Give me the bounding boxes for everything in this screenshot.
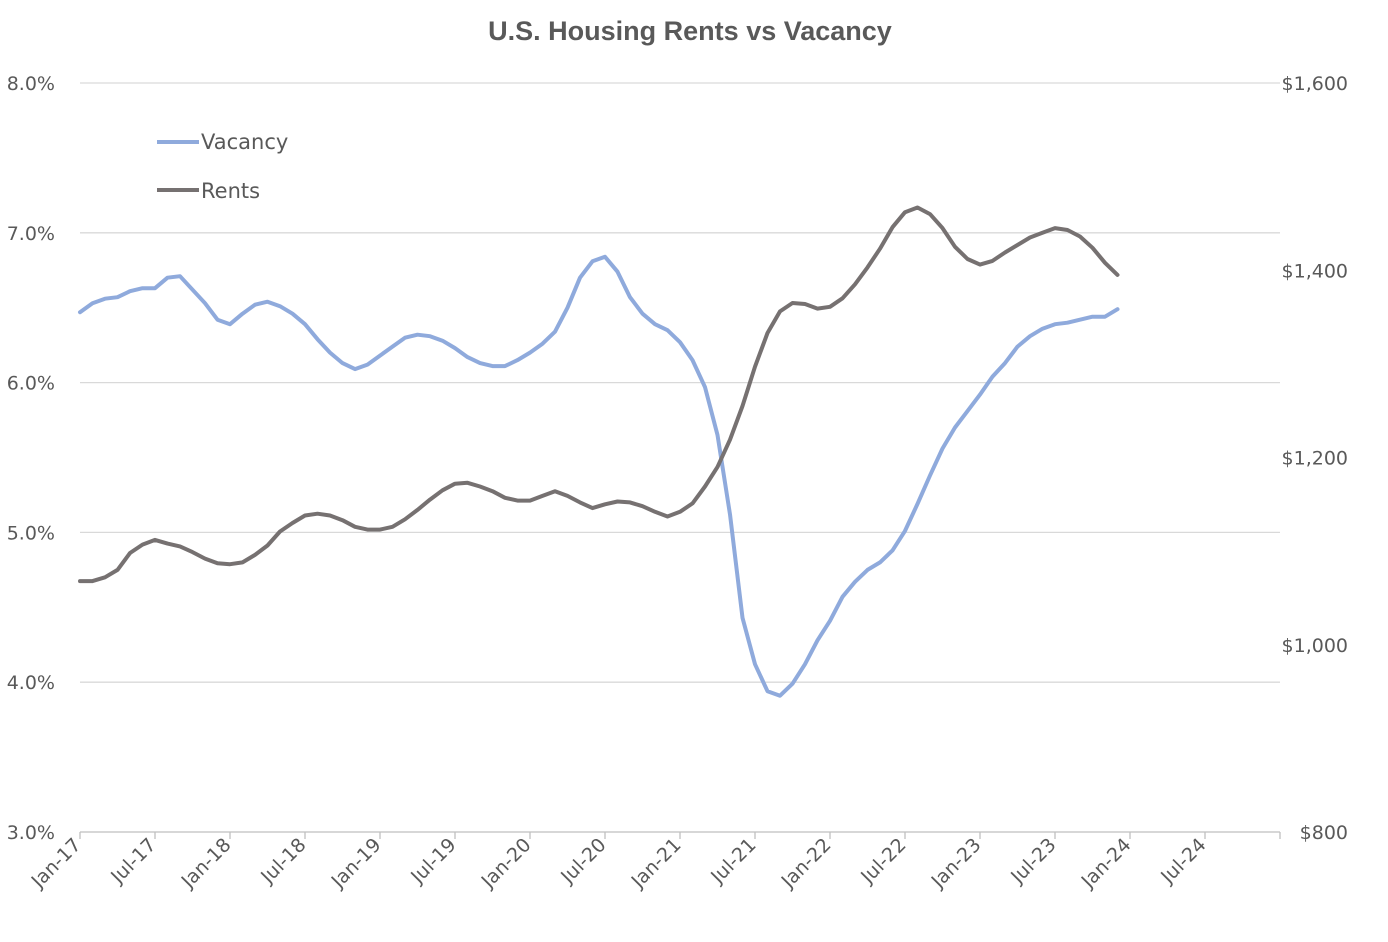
x-tick-label: Jan-20 — [477, 834, 536, 893]
x-tick-label: Jul-19 — [406, 834, 460, 888]
left-y-axis: 3.0% 4.0% 5.0% 6.0% 7.0% 8.0% — [7, 73, 55, 844]
x-tick-label: Jan-19 — [327, 834, 386, 893]
right-y-axis: $800 $1,000 $1,200 $1,400 $1,600 — [1282, 73, 1348, 844]
x-tick-label: Jul-24 — [1156, 834, 1210, 888]
x-tick-label: Jul-21 — [706, 834, 760, 888]
left-tick-label: 8.0% — [7, 73, 55, 95]
x-tick-label: Jul-20 — [556, 834, 610, 888]
x-axis: Jan-17 Jul-17 Jan-18 Jul-18 Jan-19 Jul-19 Jan-… — [27, 831, 1281, 893]
chart-title: U.S. Housing Rents vs Vacancy — [488, 16, 892, 46]
x-tick-label: Jan-21 — [627, 834, 686, 893]
gridlines — [80, 82, 1280, 683]
legend-label-rents: Rents — [201, 179, 260, 203]
x-tick-label: Jan-18 — [177, 834, 236, 893]
x-tick-label: Jul-22 — [856, 834, 910, 888]
left-tick-label: 6.0% — [7, 373, 55, 395]
left-tick-label: 5.0% — [7, 522, 55, 544]
x-tick-label: Jan-22 — [777, 834, 836, 893]
left-tick-label: 7.0% — [7, 223, 55, 245]
right-tick-label: $1,200 — [1282, 448, 1348, 470]
legend-label-vacancy: Vacancy — [201, 130, 288, 154]
x-tick-label: Jul-17 — [106, 834, 160, 888]
right-tick-label: $800 — [1300, 822, 1348, 844]
x-tick-label: Jan-24 — [1077, 834, 1136, 893]
series-line-vacancy — [78, 254, 1120, 698]
series-line-rents — [78, 205, 1120, 584]
right-tick-label: $1,400 — [1282, 260, 1348, 282]
left-tick-label: 4.0% — [7, 672, 55, 694]
right-tick-label: $1,000 — [1282, 635, 1348, 657]
left-tick-label: 3.0% — [7, 822, 55, 844]
x-tick-label: Jul-18 — [256, 834, 310, 888]
right-tick-label: $1,600 — [1282, 73, 1348, 95]
legend: Vacancy Rents — [157, 130, 288, 203]
x-tick-label: Jul-23 — [1006, 834, 1060, 888]
series-lines — [78, 205, 1120, 698]
x-tick-label: Jan-23 — [927, 834, 986, 893]
